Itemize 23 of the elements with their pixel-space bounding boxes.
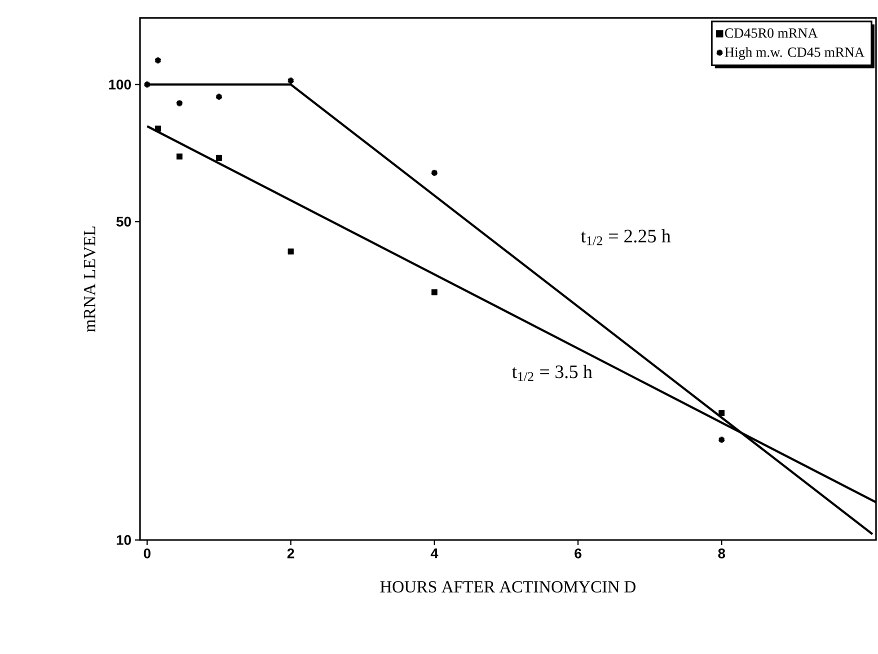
x-tick-label: 8 xyxy=(718,548,726,558)
point xyxy=(154,126,161,132)
x-tick-label: 2 xyxy=(287,548,294,558)
point xyxy=(176,99,184,108)
annotation: t$_{1/2}$ = 2.25 h xyxy=(580,229,671,246)
annotation: t$_{1/2}$ = 3.5 h xyxy=(512,364,592,381)
x-tick-label: 4 xyxy=(430,548,438,558)
point xyxy=(718,436,726,444)
y-tick-label: 100 xyxy=(109,80,131,90)
point xyxy=(176,154,182,160)
point xyxy=(215,92,223,101)
legend-label: High m.w. CD45 mRNA xyxy=(724,47,864,60)
y-axis-title: mRNA LEVEL xyxy=(84,226,96,332)
y-tick-label: 10 xyxy=(116,535,131,545)
point xyxy=(431,289,438,296)
x-axis-title: HOURS AFTER ACTINOMYCIN D xyxy=(380,581,636,593)
x-tick-label: 6 xyxy=(574,548,582,558)
legend-label: CD45R0 mRNA xyxy=(725,28,818,38)
y-tick-label: 50 xyxy=(116,216,131,227)
point xyxy=(718,410,725,416)
point xyxy=(216,154,222,161)
x-tick-label: 0 xyxy=(144,548,150,558)
point xyxy=(288,248,294,254)
